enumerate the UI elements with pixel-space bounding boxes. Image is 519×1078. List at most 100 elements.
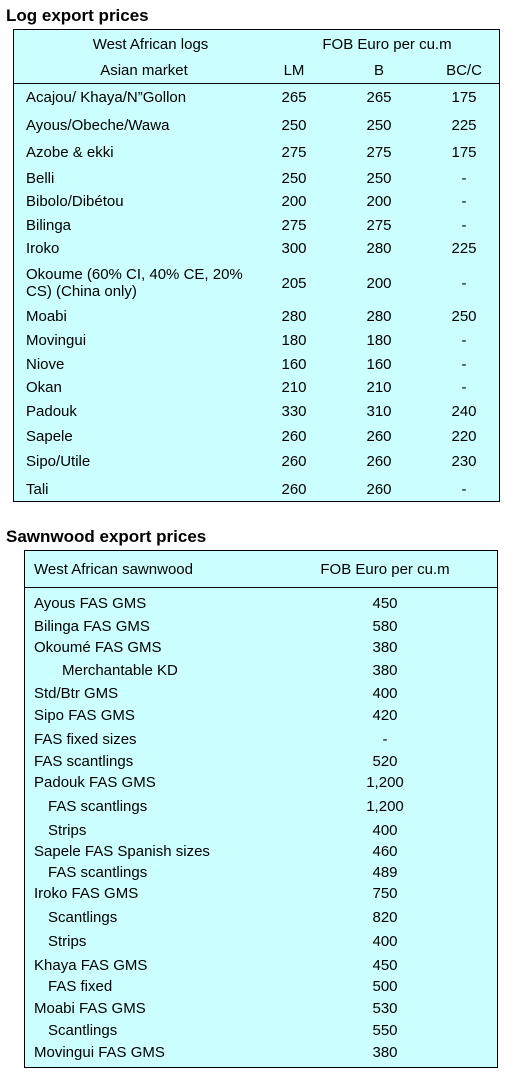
log-price-lm: 210 xyxy=(281,379,307,396)
log-species-name: Tali xyxy=(26,481,49,498)
log-price-bcc: - xyxy=(461,481,467,498)
log-price-lm: 180 xyxy=(281,332,307,349)
sawnwood-product-name: FAS fixed sizes xyxy=(34,731,137,748)
log-price-bcc: 240 xyxy=(451,403,477,420)
log-price-lm: 250 xyxy=(281,170,307,187)
sawnwood-price: 1,200 xyxy=(366,798,404,815)
log-price-b: 310 xyxy=(366,403,392,420)
sawnwood-price: 1,200 xyxy=(366,774,404,791)
sawnwood-product-name: Scantlings xyxy=(48,909,118,926)
sawnwood-price: 380 xyxy=(372,662,398,679)
log-price-b: 200 xyxy=(366,193,392,210)
sawnwood-product-name: Sapele FAS Spanish sizes xyxy=(34,843,210,860)
sawnwood-price: 520 xyxy=(372,753,398,770)
log-species-name: Okan xyxy=(26,379,62,396)
log-species-name: Acajou/ Khaya/N”Gollon xyxy=(26,89,187,106)
log-price-bcc: - xyxy=(461,379,467,396)
log-price-lm: 160 xyxy=(281,356,307,373)
log-price-lm: 260 xyxy=(281,453,307,470)
sawnwood-price: 400 xyxy=(372,822,398,839)
sawn-header-fob: FOB Euro per cu.m xyxy=(320,561,450,578)
log-prices-title: Log export prices xyxy=(6,6,149,25)
log-species-name: Belli xyxy=(26,170,55,187)
sawnwood-product-name: Okoumé FAS GMS xyxy=(34,639,162,656)
log-species-name: Sipo/Utile xyxy=(26,453,91,470)
sawnwood-price: 450 xyxy=(372,595,398,612)
log-price-bcc: - xyxy=(461,170,467,187)
log-species-name: Padouk xyxy=(26,403,77,420)
log-price-b: 260 xyxy=(366,428,392,445)
sawnwood-product-name: Merchantable KD xyxy=(62,662,178,679)
sawnwood-price: 420 xyxy=(372,707,398,724)
sawnwood-product-name: Movingui FAS GMS xyxy=(34,1044,165,1061)
log-price-bcc: 230 xyxy=(451,453,477,470)
log-header-bcc: BC/C xyxy=(446,62,482,79)
sawnwood-price: - xyxy=(382,731,388,748)
sawnwood-product-name: Ayous FAS GMS xyxy=(34,595,147,612)
log-header-fob: FOB Euro per cu.m xyxy=(322,36,452,53)
sawnwood-price: 550 xyxy=(372,1022,398,1039)
log-price-bcc: 250 xyxy=(451,308,477,325)
sawnwood-price: 380 xyxy=(372,1044,398,1061)
sawnwood-product-name: Iroko FAS GMS xyxy=(34,885,139,902)
sawnwood-price: 400 xyxy=(372,685,398,702)
sawnwood-product-name: Std/Btr GMS xyxy=(34,685,119,702)
log-price-b: 180 xyxy=(366,332,392,349)
log-header-west-african: West African logs xyxy=(92,36,209,53)
log-price-b: 210 xyxy=(366,379,392,396)
log-price-lm: 265 xyxy=(281,89,307,106)
log-price-b: 265 xyxy=(366,89,392,106)
log-price-lm: 275 xyxy=(281,144,307,161)
log-price-b: 200 xyxy=(366,275,392,292)
log-header-lm: LM xyxy=(283,62,305,79)
sawnwood-product-name: Padouk FAS GMS xyxy=(34,774,156,791)
log-species-name: Movingui xyxy=(26,332,87,349)
log-price-bcc: - xyxy=(461,275,467,292)
log-species-name: Okoume (60% CI, 40% CE, 20% CS) (China o… xyxy=(26,266,243,300)
sawnwood-product-name: Scantlings xyxy=(48,1022,118,1039)
log-price-lm: 280 xyxy=(281,308,307,325)
log-price-b: 280 xyxy=(366,308,392,325)
log-price-b: 250 xyxy=(366,117,392,134)
sawn-header-divider xyxy=(25,587,497,588)
log-price-bcc: - xyxy=(461,356,467,373)
log-price-b: 280 xyxy=(366,240,392,257)
sawnwood-price: 400 xyxy=(372,933,398,950)
log-species-name: Sapele xyxy=(26,428,73,445)
log-price-lm: 260 xyxy=(281,428,307,445)
log-species-name: Niove xyxy=(26,356,65,373)
sawnwood-prices-table: West African sawnwood FOB Euro per cu.m … xyxy=(24,550,498,1068)
log-price-bcc: 175 xyxy=(451,144,477,161)
log-species-name: Azobe & ekki xyxy=(26,144,114,161)
sawnwood-price: 580 xyxy=(372,618,398,635)
log-price-bcc: 225 xyxy=(451,240,477,257)
sawnwood-product-name: FAS scantlings xyxy=(34,753,134,770)
log-price-b: 260 xyxy=(366,481,392,498)
sawnwood-price: 500 xyxy=(372,978,398,995)
log-species-name: Ayous/Obeche/Wawa xyxy=(26,117,170,134)
log-price-lm: 300 xyxy=(281,240,307,257)
sawnwood-product-name: FAS scantlings xyxy=(48,798,148,815)
log-price-bcc: 175 xyxy=(451,89,477,106)
sawnwood-price: 820 xyxy=(372,909,398,926)
sawnwood-price: 450 xyxy=(372,957,398,974)
sawnwood-product-name: FAS scantlings xyxy=(48,864,148,881)
log-species-name: Iroko xyxy=(26,240,60,257)
sawnwood-product-name: Khaya FAS GMS xyxy=(34,957,148,974)
log-header-asian-market: Asian market xyxy=(100,62,188,79)
sawnwood-price: 380 xyxy=(372,639,398,656)
log-header-divider xyxy=(14,83,499,84)
sawnwood-product-name: Moabi FAS GMS xyxy=(34,1000,146,1017)
log-price-bcc: 225 xyxy=(451,117,477,134)
log-price-bcc: - xyxy=(461,332,467,349)
log-price-bcc: 220 xyxy=(451,428,477,445)
sawnwood-product-name: FAS fixed xyxy=(48,978,113,995)
sawnwood-price: 530 xyxy=(372,1000,398,1017)
log-price-lm: 275 xyxy=(281,217,307,234)
sawnwood-product-name: Bilinga FAS GMS xyxy=(34,618,150,635)
log-price-lm: 260 xyxy=(281,481,307,498)
log-price-lm: 330 xyxy=(281,403,307,420)
log-price-b: 275 xyxy=(366,217,392,234)
sawnwood-product-name: Strips xyxy=(48,822,87,839)
log-price-bcc: - xyxy=(461,193,467,210)
